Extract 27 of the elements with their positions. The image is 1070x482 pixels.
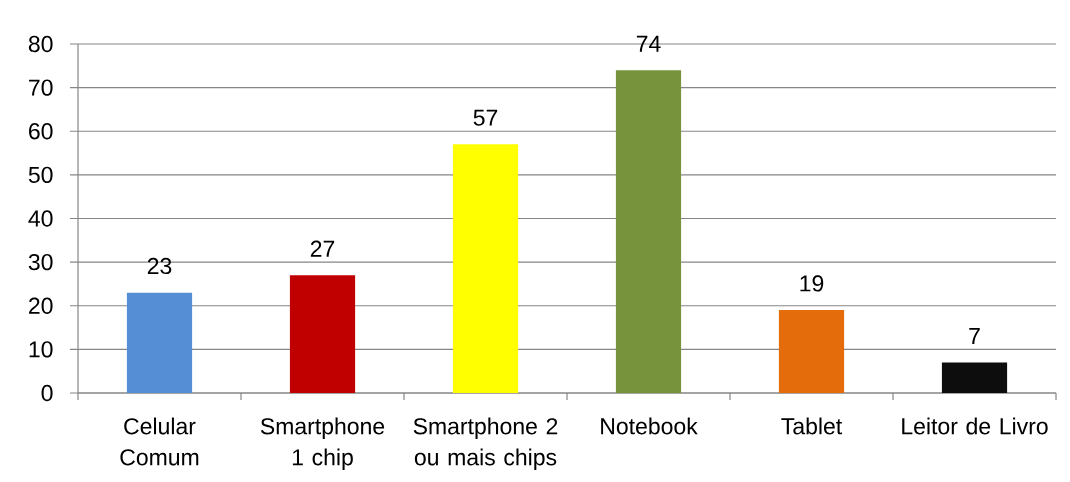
data-label: 74 bbox=[636, 35, 661, 52]
data-label: 7 bbox=[969, 328, 980, 344]
y-tick-label: 10 bbox=[29, 341, 53, 358]
data-label: 27 bbox=[310, 240, 335, 257]
y-tick-label: 50 bbox=[28, 166, 53, 184]
y-tick-label: 80 bbox=[28, 35, 53, 53]
x-tick-label: Tablet bbox=[781, 417, 843, 435]
y-tick-label: 70 bbox=[29, 79, 53, 96]
data-label: 23 bbox=[147, 257, 172, 275]
bar bbox=[126, 292, 193, 393]
y-tick-label: 20 bbox=[29, 297, 53, 314]
x-tick-label: Notebook bbox=[601, 417, 698, 435]
x-tick-label: Celular Comum bbox=[120, 417, 199, 466]
data-label: 19 bbox=[800, 275, 824, 292]
y-tick-label: 0 bbox=[41, 384, 53, 402]
bar bbox=[941, 362, 1008, 393]
bar bbox=[289, 275, 356, 393]
y-tick-label: 30 bbox=[28, 253, 53, 271]
x-tick-label: Leitor de Livro bbox=[902, 417, 1048, 435]
y-tick-label: 40 bbox=[28, 210, 53, 227]
bar bbox=[778, 310, 845, 393]
x-tick-label: Smartphone 2 ou mais chips bbox=[413, 417, 558, 470]
data-label: 57 bbox=[473, 109, 498, 126]
x-tick-label: Smartphone 1 chip bbox=[260, 417, 385, 470]
bar bbox=[452, 144, 519, 393]
y-tick-label: 60 bbox=[29, 123, 53, 140]
bar bbox=[615, 70, 682, 393]
